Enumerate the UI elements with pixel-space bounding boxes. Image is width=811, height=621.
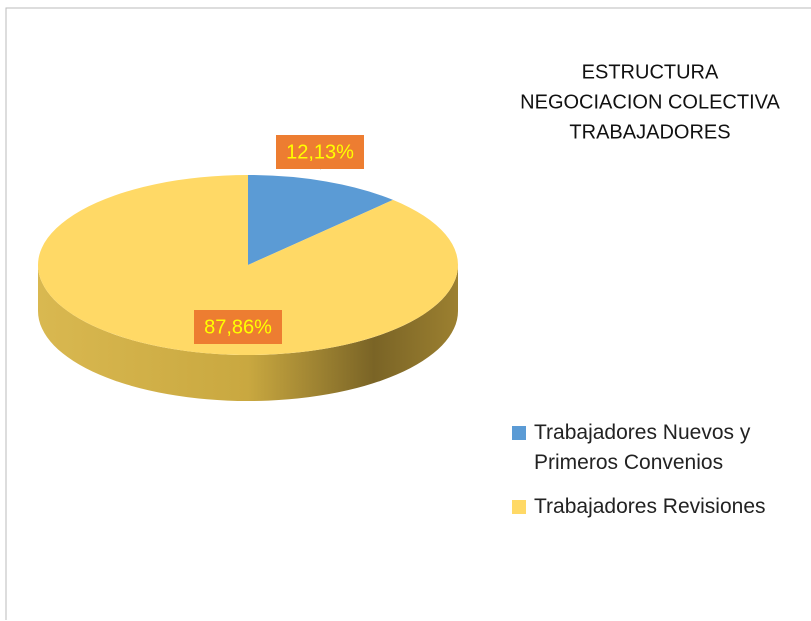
legend-item: Trabajadores Nuevos y Primeros Convenios xyxy=(512,418,802,478)
pie-slice xyxy=(248,175,394,265)
legend-label: Trabajadores Revisiones xyxy=(534,495,766,518)
data-label-box xyxy=(276,135,364,169)
legend-swatch xyxy=(512,426,526,440)
frame xyxy=(5,7,811,620)
pie-side xyxy=(38,265,458,401)
data-label: 87,86% xyxy=(204,316,272,338)
pie-slice xyxy=(38,175,459,356)
chart-title: ESTRUCTURA xyxy=(582,61,719,83)
chart-title: NEGOCIACION COLECTIVA xyxy=(520,91,780,113)
legend-label: Trabajadores Nuevos y Primeros Convenios xyxy=(534,421,751,474)
legend-swatch xyxy=(512,500,526,514)
legend-item: Trabajadores Revisiones xyxy=(512,492,802,522)
data-label-box xyxy=(194,310,282,344)
legend: Trabajadores Nuevos y Primeros Convenios… xyxy=(512,418,802,536)
data-label: 12,13% xyxy=(286,141,354,163)
chart-title: TRABAJADORES xyxy=(569,121,730,143)
